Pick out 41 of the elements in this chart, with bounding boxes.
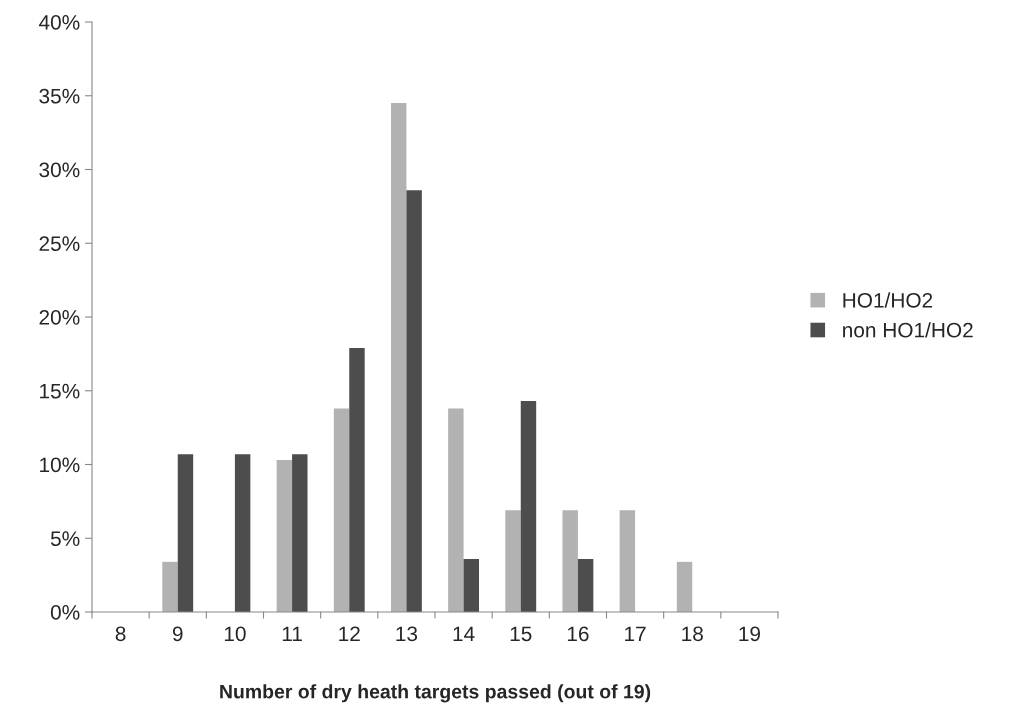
legend-label: HO1/HO2 [843, 292, 933, 308]
bar [676, 561, 693, 612]
x-axis-title: Number of dry heath targets passed (out of 19) [220, 684, 651, 703]
legend-label: non HO1/HO2 [843, 322, 973, 338]
bar [162, 561, 178, 612]
y-tick-label: 40% [38, 15, 80, 30]
y-tick-label: 30% [39, 162, 80, 178]
y-tick-label: 35% [39, 88, 80, 104]
bar [390, 103, 407, 612]
bar [234, 454, 251, 612]
x-tick-label: 15 [510, 626, 532, 642]
bar [292, 454, 308, 612]
x-tick-label: 17 [625, 626, 646, 641]
y-tick-label: 15% [40, 383, 80, 399]
bar [333, 408, 350, 612]
x-tick-label: 11 [282, 626, 302, 641]
x-tick-label: 9 [172, 626, 183, 642]
y-tick-label: 0% [50, 605, 80, 620]
x-tick-label: 8 [115, 626, 126, 642]
bar [520, 401, 537, 612]
y-tick-label: 25% [39, 236, 80, 251]
bar [406, 190, 422, 612]
bar [505, 510, 521, 612]
bar [577, 558, 594, 612]
y-tick-label: 20% [39, 310, 80, 325]
x-tick-label: 10 [224, 626, 246, 642]
y-tick-label: 5% [50, 531, 80, 546]
bar [463, 558, 480, 612]
x-tick-label: 13 [396, 626, 418, 642]
bar [349, 347, 365, 612]
bar [276, 460, 293, 612]
x-tick-label: 12 [339, 626, 360, 641]
bar [448, 408, 464, 612]
x-tick-label: 19 [739, 626, 761, 642]
bar [177, 454, 194, 612]
bar [619, 510, 636, 612]
bar [562, 510, 578, 612]
x-tick-label: 16 [567, 626, 589, 642]
x-tick-label: 18 [682, 626, 703, 642]
y-tick-label: 10% [40, 457, 80, 473]
x-tick-label: 14 [453, 626, 475, 641]
